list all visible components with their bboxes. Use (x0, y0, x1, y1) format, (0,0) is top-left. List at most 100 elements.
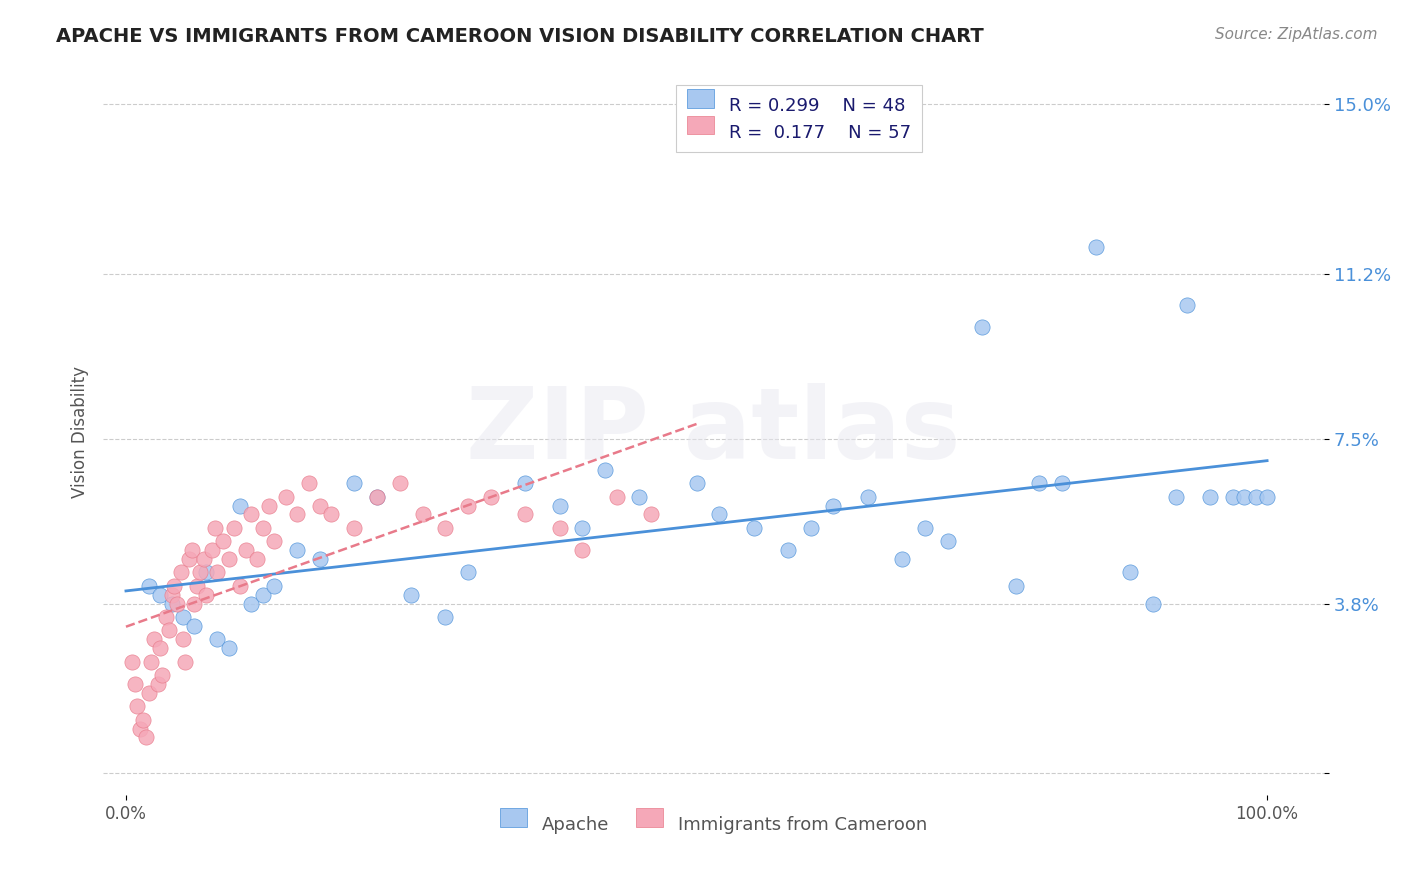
Point (388, 476, 411, 491)
Point (571, 543, 593, 558)
Point (890, 552, 912, 566)
Point (121, 655, 143, 669)
Point (628, 490, 651, 504)
Point (1222, 490, 1244, 504)
Point (1164, 490, 1187, 504)
Point (263, 534, 285, 549)
Point (181, 543, 204, 558)
Point (235, 543, 257, 558)
Point (143, 632, 166, 647)
Point (218, 552, 240, 566)
Point (800, 521, 823, 535)
Point (399, 588, 422, 602)
Point (285, 543, 308, 558)
Point (139, 655, 162, 669)
Point (257, 499, 280, 513)
Point (366, 490, 388, 504)
Point (177, 552, 200, 566)
Point (132, 713, 155, 727)
Point (1050, 476, 1073, 491)
Point (183, 619, 205, 633)
Point (606, 490, 628, 504)
Point (1119, 566, 1142, 580)
Point (160, 588, 183, 602)
Point (172, 610, 194, 624)
Point (246, 552, 269, 566)
Point (1142, 597, 1164, 611)
Point (515, 476, 537, 491)
Point (186, 579, 208, 593)
Point (914, 521, 936, 535)
Point (1233, 490, 1256, 504)
Point (936, 534, 959, 549)
Point (685, 476, 707, 491)
Point (229, 579, 252, 593)
Point (1199, 490, 1222, 504)
Point (240, 508, 263, 522)
Point (218, 641, 240, 656)
Y-axis label: Vision Disability: Vision Disability (72, 366, 89, 498)
Point (149, 588, 172, 602)
Point (207, 566, 229, 580)
Point (207, 632, 229, 647)
Point (135, 731, 157, 745)
Point (1084, 240, 1107, 254)
Point (640, 508, 662, 522)
Point (128, 722, 150, 736)
Point (1005, 579, 1028, 593)
Point (776, 543, 799, 558)
Point (1175, 298, 1198, 312)
Text: APACHE VS IMMIGRANTS FROM CAMEROON VISION DISABILITY CORRELATION CHART: APACHE VS IMMIGRANTS FROM CAMEROON VISIO… (56, 27, 984, 45)
Point (170, 566, 193, 580)
Point (127, 699, 149, 714)
Point (152, 668, 174, 682)
Point (1256, 490, 1278, 504)
Point (515, 508, 537, 522)
Point (1244, 490, 1267, 504)
Point (229, 499, 252, 513)
Point (1028, 476, 1050, 491)
Point (434, 610, 457, 624)
Point (240, 597, 263, 611)
Point (166, 597, 188, 611)
Point (194, 566, 217, 580)
Point (434, 521, 457, 535)
Point (709, 508, 731, 522)
Point (157, 624, 180, 638)
Point (366, 490, 388, 504)
Point (252, 521, 274, 535)
Point (548, 521, 571, 535)
Point (343, 521, 366, 535)
Point (149, 641, 172, 656)
Point (138, 686, 160, 700)
Point (285, 508, 308, 522)
Point (309, 552, 332, 566)
Point (204, 521, 226, 535)
Point (193, 552, 215, 566)
Point (823, 499, 845, 513)
Point (146, 677, 169, 691)
Point (742, 521, 765, 535)
Point (138, 579, 160, 593)
Point (212, 534, 235, 549)
Point (160, 597, 183, 611)
Point (457, 566, 479, 580)
Point (970, 320, 993, 334)
Point (548, 499, 571, 513)
Point (124, 677, 146, 691)
Point (309, 499, 332, 513)
Point (274, 490, 297, 504)
Point (321, 508, 343, 522)
Point (479, 490, 502, 504)
Point (224, 521, 246, 535)
Point (571, 521, 593, 535)
Text: Source: ZipAtlas.com: Source: ZipAtlas.com (1215, 27, 1378, 42)
Point (155, 610, 177, 624)
Point (194, 588, 217, 602)
Point (457, 499, 479, 513)
Point (412, 508, 434, 522)
Point (174, 655, 197, 669)
Point (263, 579, 285, 593)
Point (297, 476, 319, 491)
Point (172, 632, 194, 647)
